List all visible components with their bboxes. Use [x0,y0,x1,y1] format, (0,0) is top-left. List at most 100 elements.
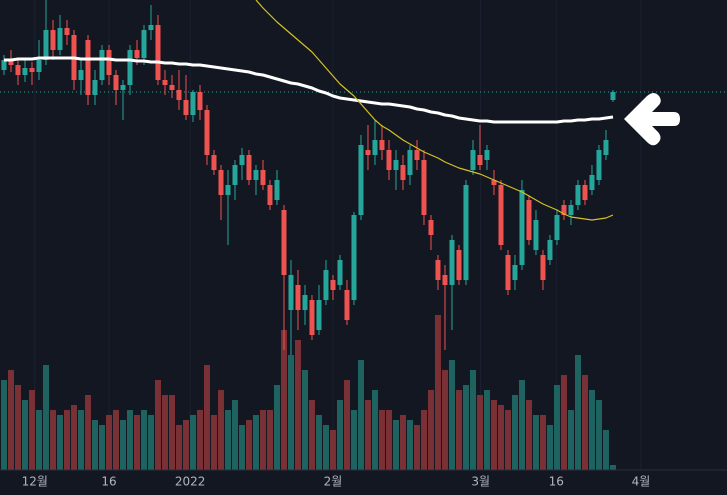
candle-body [491,180,497,185]
candle-body [372,140,378,155]
volume-bar [476,395,483,470]
volume-bar [301,370,308,470]
volume-bar [385,410,392,470]
volume-bar [133,415,140,470]
candle-body [512,265,518,280]
volume-bar [196,410,203,470]
candle-body [295,285,301,310]
volume-bar [273,385,280,470]
candle-body [414,150,420,160]
candle-body [155,25,161,80]
volume-bar [560,375,567,470]
volume-bar [217,390,224,470]
volume-bar [539,415,546,470]
candle-body [323,270,329,300]
candle-body [484,150,490,160]
volume-bar [91,420,98,470]
volume-bar [98,425,105,470]
candle-body [29,68,35,72]
candle-body [36,60,42,72]
candle-body [519,190,525,265]
volume-bar [21,400,28,470]
volume-bar [315,415,322,470]
volume-bar [140,410,147,470]
candle-body [169,85,175,90]
candle-body [162,80,168,85]
candle-body [50,30,56,50]
volume-bar [371,390,378,470]
volume-bar [35,410,42,470]
candle-body [197,92,203,110]
x-axis: 12월 16 2022 2월 3월 16 4월 [22,475,651,489]
volume-bar [147,415,154,470]
volume-bar [427,390,434,470]
volume-bar [308,400,315,470]
candle-body [379,140,385,150]
candle-body [8,60,14,65]
volume-bar [84,395,91,470]
candle-body [505,255,511,290]
volume-bar [175,425,182,470]
volume-bar [581,375,588,470]
volume-bar [511,395,518,470]
candle-body [407,150,413,175]
candle-body [526,200,532,240]
volume-bar [63,410,70,470]
volume-bar [329,430,336,470]
volume-bar [364,400,371,470]
candle-body [148,25,154,30]
candle-body [253,170,259,180]
candle-body [309,300,315,335]
candle-body [582,185,588,200]
arrow-icon [624,93,680,146]
volume-bar [28,390,35,470]
volume-bar [490,400,497,470]
volume-bar [189,415,196,470]
candle-body [92,80,98,95]
volume-bar [462,385,469,470]
x-tick-label: 16 [101,475,116,489]
candle-body [435,260,441,280]
candle-body [204,110,210,155]
candle-body [288,275,294,310]
volume-bar [546,425,553,470]
volume-bar [378,410,385,470]
candle-body [99,50,105,80]
candle-body [267,185,273,205]
volume-bar [322,425,329,470]
candle-body [456,250,462,280]
candle-body [113,75,119,90]
volume-bar [392,420,399,470]
volume-bar [182,420,189,470]
candle-body [463,185,469,280]
candle-body [106,50,112,75]
candle-body [575,185,581,205]
volume-bar [210,415,217,470]
candle-body [442,275,448,285]
candle-body [302,295,308,310]
candle-body [211,155,217,170]
volume-bar [203,365,210,470]
volume-bar [469,370,476,470]
volume-bar [119,420,126,470]
candle-body [43,30,49,60]
candle-body [358,145,364,215]
candle-body [260,170,266,185]
candle-body [141,30,147,58]
volume-bar [553,385,560,470]
volume-bar [231,400,238,470]
candle-body [400,165,406,180]
candle-body [120,85,126,90]
candle-body [421,160,427,215]
volume-bar [238,425,245,470]
candle-body [239,155,245,165]
candle-body [540,255,546,280]
x-tick-label: 2022 [175,475,206,489]
candle-body [274,180,280,200]
candle-body [22,68,28,75]
moving-average-line [255,0,614,221]
volume-bar [42,365,49,470]
volume-bar [483,390,490,470]
volume-bar [518,380,525,470]
